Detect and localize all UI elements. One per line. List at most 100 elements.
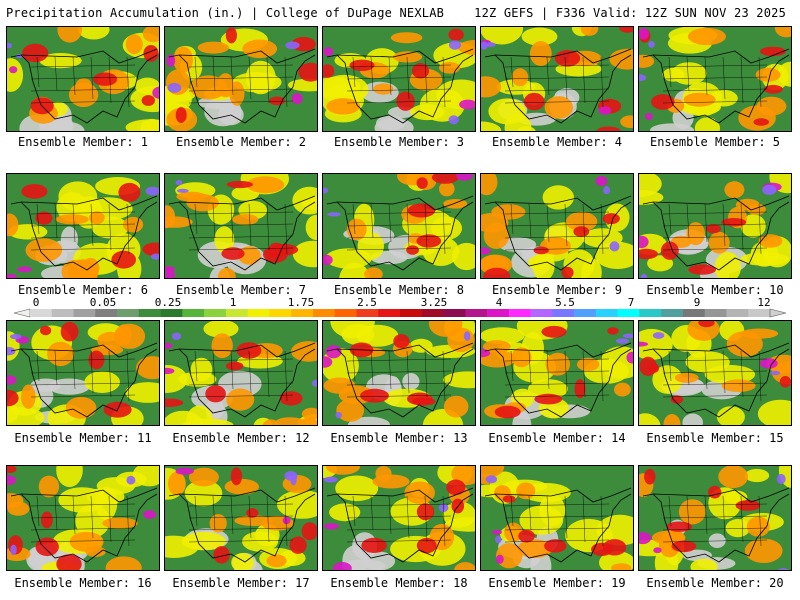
precip-map bbox=[165, 466, 317, 570]
colorbar-swatch bbox=[421, 309, 444, 317]
precip-map bbox=[323, 174, 475, 278]
panel-label: Ensemble Member: 20 bbox=[646, 576, 784, 590]
panel-label: Ensemble Member: 15 bbox=[646, 431, 784, 445]
colorbar-swatch bbox=[661, 309, 684, 317]
precip-map bbox=[323, 27, 475, 131]
colorbar-tick-label: 2.5 bbox=[357, 296, 377, 309]
colorbar-tick-label: 3.25 bbox=[420, 296, 448, 309]
colorbar-tick-label: 9 bbox=[693, 296, 701, 309]
colorbar-swatch bbox=[312, 309, 335, 317]
colorbar-swatch bbox=[595, 309, 618, 317]
panel-label: Ensemble Member: 12 bbox=[172, 431, 310, 445]
precip-map bbox=[323, 466, 475, 570]
precip-map bbox=[7, 321, 159, 425]
colorbar-tick-label: 1.75 bbox=[287, 296, 315, 309]
panel-label: Ensemble Member: 6 bbox=[17, 283, 149, 297]
precip-map bbox=[481, 466, 633, 570]
precip-map bbox=[7, 174, 159, 278]
colorbar-swatch bbox=[443, 309, 466, 317]
map-panel-member-2 bbox=[164, 26, 318, 132]
map-panel-member-19 bbox=[480, 465, 634, 571]
colorbar-swatch bbox=[117, 309, 140, 317]
colorbar-swatch bbox=[247, 309, 270, 317]
colorbar-swatch bbox=[204, 309, 227, 317]
precip-map bbox=[639, 321, 791, 425]
colorbar-swatch bbox=[508, 309, 531, 317]
colorbar-swatch bbox=[682, 309, 705, 317]
colorbar-max-arrow bbox=[769, 308, 787, 318]
colorbar-swatch bbox=[400, 309, 423, 317]
colorbar-swatch bbox=[378, 309, 401, 317]
colorbar-swatch bbox=[160, 309, 183, 317]
precip-map bbox=[639, 174, 791, 278]
colorbar-swatch bbox=[552, 309, 575, 317]
map-panel-member-17 bbox=[164, 465, 318, 571]
map-panel-member-10 bbox=[638, 173, 792, 279]
precip-map bbox=[165, 27, 317, 131]
panel-label: Ensemble Member: 11 bbox=[14, 431, 152, 445]
colorbar-tick-label: 0.25 bbox=[154, 296, 182, 309]
precip-map bbox=[7, 27, 159, 131]
colorbar-swatch bbox=[95, 309, 118, 317]
colorbar-tick-label: 7 bbox=[627, 296, 635, 309]
map-title: Precipitation Accumulation (in.) | Colle… bbox=[6, 6, 445, 20]
precip-map bbox=[639, 466, 791, 570]
precip-map bbox=[639, 27, 791, 131]
precip-map bbox=[165, 321, 317, 425]
panel-label: Ensemble Member: 19 bbox=[488, 576, 626, 590]
colorbar-swatch bbox=[291, 309, 314, 317]
colorbar-swatch bbox=[334, 309, 357, 317]
colorbar-min-arrow bbox=[13, 308, 31, 318]
map-panel-member-15 bbox=[638, 320, 792, 426]
precip-map bbox=[7, 466, 159, 570]
panel-label: Ensemble Member: 16 bbox=[14, 576, 152, 590]
colorbar-swatch bbox=[748, 309, 771, 317]
colorbar-swatch bbox=[726, 309, 749, 317]
map-panel-member-14 bbox=[480, 320, 634, 426]
colorbar-swatch bbox=[530, 309, 553, 317]
colorbar-tick-label: 0 bbox=[32, 296, 40, 309]
colorbar-swatch bbox=[356, 309, 379, 317]
run-valid-time: 12Z GEFS | F336 Valid: 12Z SUN NOV 23 20… bbox=[474, 6, 786, 20]
panel-label: Ensemble Member: 7 bbox=[175, 283, 307, 297]
map-panel-member-8 bbox=[322, 173, 476, 279]
precip-map bbox=[323, 321, 475, 425]
colorbar-tick-label: 4 bbox=[495, 296, 503, 309]
map-panel-member-6 bbox=[6, 173, 160, 279]
panel-label: Ensemble Member: 3 bbox=[333, 135, 465, 149]
precip-map bbox=[481, 27, 633, 131]
colorbar-swatch bbox=[487, 309, 510, 317]
map-panel-member-18 bbox=[322, 465, 476, 571]
panel-label: Ensemble Member: 10 bbox=[646, 283, 784, 297]
map-panel-member-16 bbox=[6, 465, 160, 571]
panel-label: Ensemble Member: 13 bbox=[330, 431, 468, 445]
panel-label: Ensemble Member: 17 bbox=[172, 576, 310, 590]
colorbar-swatch bbox=[138, 309, 161, 317]
map-panel-member-13 bbox=[322, 320, 476, 426]
colorbar-swatch bbox=[51, 309, 74, 317]
panel-label: Ensemble Member: 1 bbox=[17, 135, 149, 149]
colorbar-swatch bbox=[704, 309, 727, 317]
map-panel-member-12 bbox=[164, 320, 318, 426]
colorbar-swatch bbox=[465, 309, 488, 317]
colorbar-swatch bbox=[182, 309, 205, 317]
map-panel-member-9 bbox=[480, 173, 634, 279]
precip-map bbox=[165, 174, 317, 278]
colorbar-swatch bbox=[269, 309, 292, 317]
panel-label: Ensemble Member: 9 bbox=[491, 283, 623, 297]
panel-label: Ensemble Member: 5 bbox=[649, 135, 781, 149]
map-panel-member-11 bbox=[6, 320, 160, 426]
map-panel-member-3 bbox=[322, 26, 476, 132]
panel-label: Ensemble Member: 2 bbox=[175, 135, 307, 149]
map-panel-member-5 bbox=[638, 26, 792, 132]
colorbar-swatch bbox=[574, 309, 597, 317]
precip-map bbox=[481, 174, 633, 278]
map-panel-member-4 bbox=[480, 26, 634, 132]
map-panel-member-20 bbox=[638, 465, 792, 571]
colorbar-swatch bbox=[639, 309, 662, 317]
colorbar-swatch bbox=[73, 309, 96, 317]
map-panel-member-1 bbox=[6, 26, 160, 132]
panel-label: Ensemble Member: 14 bbox=[488, 431, 626, 445]
colorbar-tick-label: 1 bbox=[229, 296, 237, 309]
colorbar-tick-label: 12 bbox=[757, 296, 771, 309]
